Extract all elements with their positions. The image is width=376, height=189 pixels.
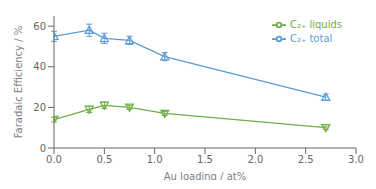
html-text:C₂₊ liquids: C₂₊ liquids — [290, 19, 342, 30]
svg-text:Faradaic Efficiency / %: Faradaic Efficiency / % — [13, 26, 24, 139]
html-text:C₂₊ total: C₂₊ total — [290, 33, 333, 44]
svg-text:1.0: 1.0 — [147, 154, 163, 165]
svg-text:Au loading / at%: Au loading / at% — [164, 171, 246, 180]
svg-text:2.5: 2.5 — [298, 154, 314, 165]
svg-text:0: 0 — [40, 143, 46, 154]
svg-text:60: 60 — [33, 21, 46, 32]
svg-text:20: 20 — [33, 102, 46, 113]
svg-text:0.0: 0.0 — [46, 154, 62, 165]
svg-text:2.0: 2.0 — [247, 154, 263, 165]
svg-text:1.5: 1.5 — [197, 154, 213, 165]
svg-text:3.0: 3.0 — [348, 154, 364, 165]
svg-text:40: 40 — [33, 61, 46, 72]
svg-text:0.5: 0.5 — [96, 154, 112, 165]
